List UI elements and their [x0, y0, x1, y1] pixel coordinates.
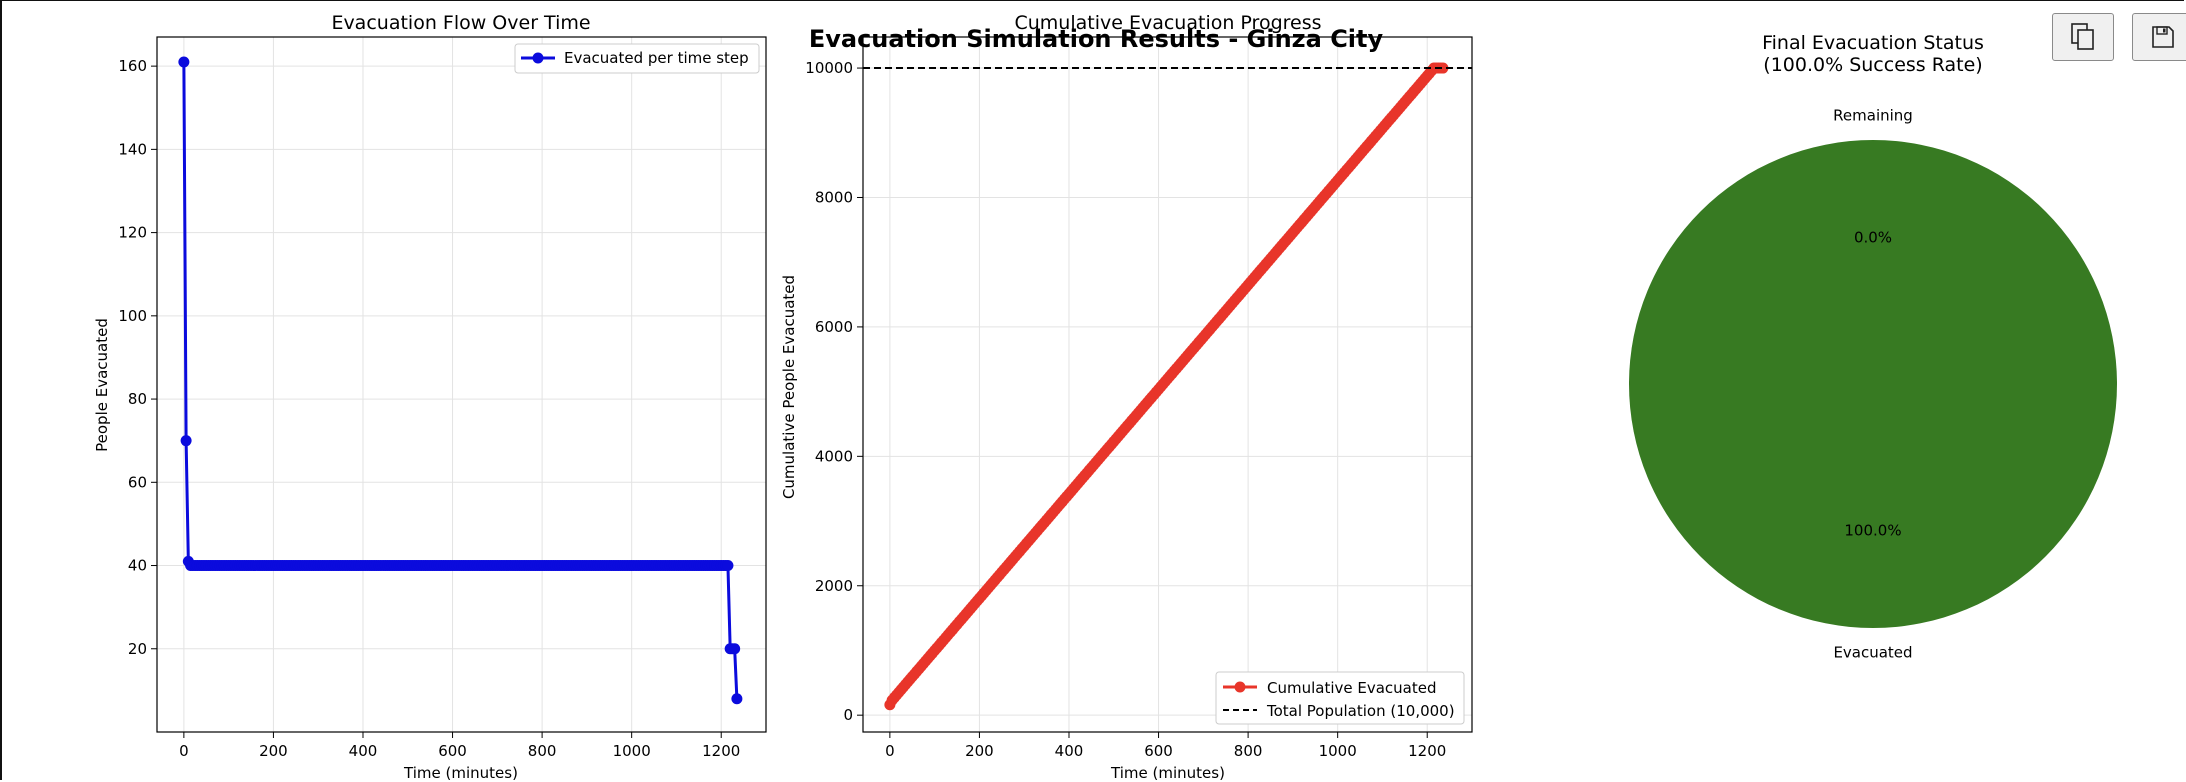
flow-point: [178, 56, 190, 68]
pie-label-remaining: Remaining: [1833, 107, 1913, 125]
cumulative-chart-title: Cumulative Evacuation Progress: [1014, 12, 1321, 34]
pie-slice-evacuated: [1629, 140, 2117, 628]
flow-y-tick-label: 80: [128, 390, 147, 408]
flow-y-tick-label: 160: [118, 57, 147, 75]
flow-y-tick-label: 140: [118, 140, 147, 158]
save-icon: [2152, 26, 2174, 48]
flow-x-tick-label: 400: [349, 742, 378, 760]
cumulative-x-tick-label: 1000: [1319, 742, 1357, 760]
flow-y-tick-label: 40: [128, 557, 147, 575]
flow-y-tick-label: 20: [128, 640, 147, 658]
status-pie-chart: Final Evacuation Status (100.0% Success …: [1629, 32, 2117, 661]
flow-x-tick-label: 0: [179, 742, 189, 760]
pie: 100.0% Evacuated 0.0% Remaining: [1629, 107, 2117, 661]
flow-y-tick-label: 100: [118, 307, 147, 325]
flow-legend: Evacuated per time step: [514, 43, 760, 74]
flow-point: [180, 435, 192, 447]
flow-legend-label: Evacuated per time step: [564, 49, 749, 67]
cumulative-x-tick-label: 800: [1234, 742, 1263, 760]
flow-x-tick-label: 600: [438, 742, 467, 760]
flow-ticks: 0 200 400 600 800 1000 1200 20 40 60 80 100 120 140 16…: [118, 57, 740, 760]
cumulative-series: [863, 62, 1472, 711]
pie-pct-remaining: 0.0%: [1854, 229, 1892, 247]
flow-x-label: Time (minutes): [403, 764, 518, 782]
cumulative-chart: 0 200 400 600 800 1000 1200 0 2000 4000 6000 8000 10…: [780, 12, 1473, 782]
flow-x-tick-label: 800: [528, 742, 557, 760]
cumulative-legend-marker: [1234, 681, 1246, 693]
flow-y-tick-label: 120: [118, 224, 147, 242]
cumulative-y-tick-label: 2000: [815, 577, 853, 595]
save-button[interactable]: [2132, 13, 2186, 61]
cumulative-y-tick-label: 10000: [805, 59, 853, 77]
flow-chart: 0 200 400 600 800 1000 1200 20 40 60 80 100 120 140 16…: [93, 12, 767, 782]
flow-point: [729, 643, 741, 655]
pie-pct-evacuated: 100.0%: [1844, 521, 1901, 539]
flow-legend-box: [514, 43, 760, 74]
flow-y-tick-label: 60: [128, 473, 147, 491]
cumulative-legend: Cumulative Evacuated Total Population (1…: [1215, 671, 1465, 725]
cumulative-point: [1437, 62, 1449, 74]
flow-chart-title: Evacuation Flow Over Time: [331, 12, 590, 34]
cumulative-x-tick-label: 0: [885, 742, 895, 760]
copy-icon: [2071, 23, 2094, 50]
flow-x-tick-label: 1200: [702, 742, 740, 760]
cumulative-y-tick-label: 4000: [815, 447, 853, 465]
cumulative-x-tick-label: 400: [1055, 742, 1084, 760]
cumulative-x-tick-label: 1200: [1408, 742, 1446, 760]
flow-point: [731, 693, 743, 705]
flow-y-label: People Evacuated: [93, 318, 111, 452]
figure-suptitle: Evacuation Simulation Results - Ginza Ci…: [809, 25, 1384, 53]
cumulative-x-tick-label: 200: [965, 742, 994, 760]
flow-x-tick-label: 200: [259, 742, 288, 760]
total-population-legend-label: Total Population (10,000): [1266, 702, 1455, 720]
pie-chart-subtitle: (100.0% Success Rate): [1763, 54, 1982, 76]
cumulative-y-tick-label: 0: [843, 706, 853, 724]
cumulative-ticks: 0 200 400 600 800 1000 1200 0 2000 4000 6000 8000 10…: [805, 59, 1446, 760]
cumulative-legend-box: [1215, 671, 1465, 725]
flow-axes-background: [157, 37, 766, 732]
flow-point: [722, 560, 734, 572]
cumulative-x-label: Time (minutes): [1110, 764, 1225, 782]
cumulative-y-label: Cumulative People Evacuated: [780, 275, 798, 499]
cumulative-y-tick-label: 6000: [815, 318, 853, 336]
flow-axes-frame: [156, 36, 767, 733]
cumulative-legend-label: Cumulative Evacuated: [1267, 679, 1437, 697]
pie-label-evacuated: Evacuated: [1833, 643, 1912, 661]
cumulative-y-tick-label: 8000: [815, 188, 853, 206]
flow-legend-marker: [532, 52, 544, 64]
flow-x-tick-label: 1000: [613, 742, 651, 760]
flow-series: [178, 56, 743, 705]
copy-button[interactable]: [2052, 13, 2114, 61]
cumulative-x-tick-label: 600: [1144, 742, 1173, 760]
pie-chart-title: Final Evacuation Status: [1762, 32, 1984, 54]
cumulative-axes-frame: [862, 36, 1473, 733]
flow-grid: [157, 37, 766, 732]
